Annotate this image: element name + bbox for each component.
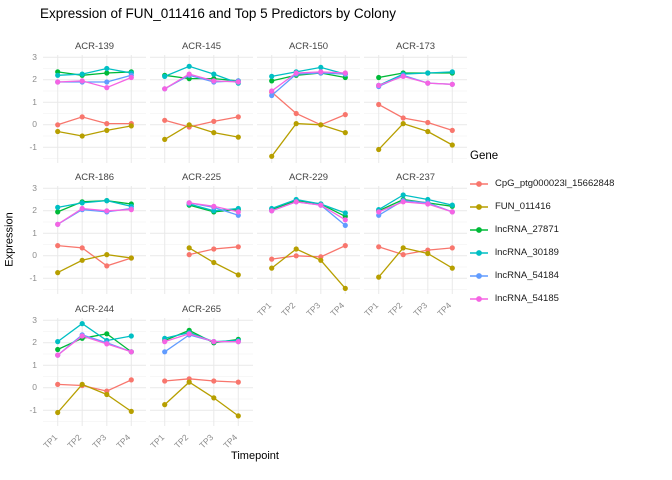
facet-strip-label: ACR-145: [181, 41, 222, 52]
x-tick-label: TP2: [279, 300, 298, 319]
x-tick-label: TP4: [435, 300, 454, 319]
x-tick-label: TP3: [303, 300, 323, 319]
y-axis-label: Expression: [3, 212, 16, 267]
x-axis-label: Timepoint: [231, 450, 279, 462]
legend-entry-label: lncRNA_54184: [495, 270, 559, 281]
x-tick-label: TP4: [328, 300, 347, 319]
x-tick-label: TP2: [386, 300, 405, 319]
facet-strip-label: ACR-186: [74, 172, 115, 183]
facet-panel: [257, 186, 360, 299]
legend-key-icon: [470, 226, 488, 233]
y-tick-label: 2: [32, 74, 37, 85]
legend-entry: CpG_ptg000023l_15662848: [470, 172, 614, 195]
facet-panel: [43, 318, 146, 431]
legend-title: Gene: [470, 150, 499, 162]
legend-entry-label: lncRNA_30189: [495, 247, 559, 258]
facet-strip-label: ACR-244: [74, 304, 115, 315]
y-tick-label: 1: [32, 359, 37, 370]
y-tick-label: 1: [32, 227, 37, 238]
y-tick-label: 0: [32, 382, 37, 393]
legend-entry-label: lncRNA_27871: [495, 224, 559, 235]
facet-panel: [150, 318, 253, 431]
facet-panel: [364, 55, 467, 168]
y-tick-label: 2: [32, 337, 37, 348]
facet-strip-label: ACR-173: [395, 41, 436, 52]
x-tick-label: TP1: [361, 300, 380, 319]
legend-key-icon: [470, 272, 488, 279]
facet-strip-label: ACR-139: [74, 41, 115, 52]
y-tick-label: -1: [29, 404, 37, 415]
chart-title: Expression of FUN_011416 and Top 5 Predi…: [40, 6, 396, 21]
legend-entry: lncRNA_54185: [470, 287, 614, 310]
y-tick-label: 3: [32, 51, 37, 62]
legend-key-icon: [470, 295, 488, 302]
facet-panel: [364, 186, 467, 299]
legend-key-icon: [470, 203, 488, 210]
facet-strip-label: ACR-265: [181, 304, 222, 315]
y-tick-label: 3: [32, 314, 37, 325]
facet-panel: [150, 186, 253, 299]
y-tick-label: 2: [32, 205, 37, 216]
y-tick-label: -1: [29, 141, 37, 152]
facet-strip-label: ACR-150: [288, 41, 329, 52]
legend-entry-label: FUN_011416: [495, 201, 551, 212]
facet-strip-label: ACR-237: [395, 172, 436, 183]
y-tick-label: -1: [29, 272, 37, 283]
y-tick-label: 3: [32, 182, 37, 193]
legend-key-icon: [470, 180, 488, 187]
legend-entry-label: lncRNA_54185: [495, 293, 559, 304]
facet-panel: [257, 55, 360, 168]
x-tick-label: TP3: [410, 300, 430, 319]
facet-panel: [43, 55, 146, 168]
facet-panel: [150, 55, 253, 168]
legend-entry: lncRNA_27871: [470, 218, 614, 241]
facet-panel: [43, 186, 146, 299]
y-tick-label: 1: [32, 96, 37, 107]
legend-entry: FUN_011416: [470, 195, 614, 218]
legend-entry: lncRNA_30189: [470, 241, 614, 264]
legend-entry: lncRNA_54184: [470, 264, 614, 287]
legend-entry-label: CpG_ptg000023l_15662848: [495, 178, 615, 189]
facet-strip-label: ACR-225: [181, 172, 222, 183]
legend-key-icon: [470, 249, 488, 256]
y-tick-label: 0: [32, 119, 37, 130]
facet-strip-label: ACR-229: [288, 172, 329, 183]
legend-entries: CpG_ptg000023l_15662848 FUN_011416 lncRNA_…: [470, 172, 614, 310]
y-tick-label: 0: [32, 250, 37, 261]
